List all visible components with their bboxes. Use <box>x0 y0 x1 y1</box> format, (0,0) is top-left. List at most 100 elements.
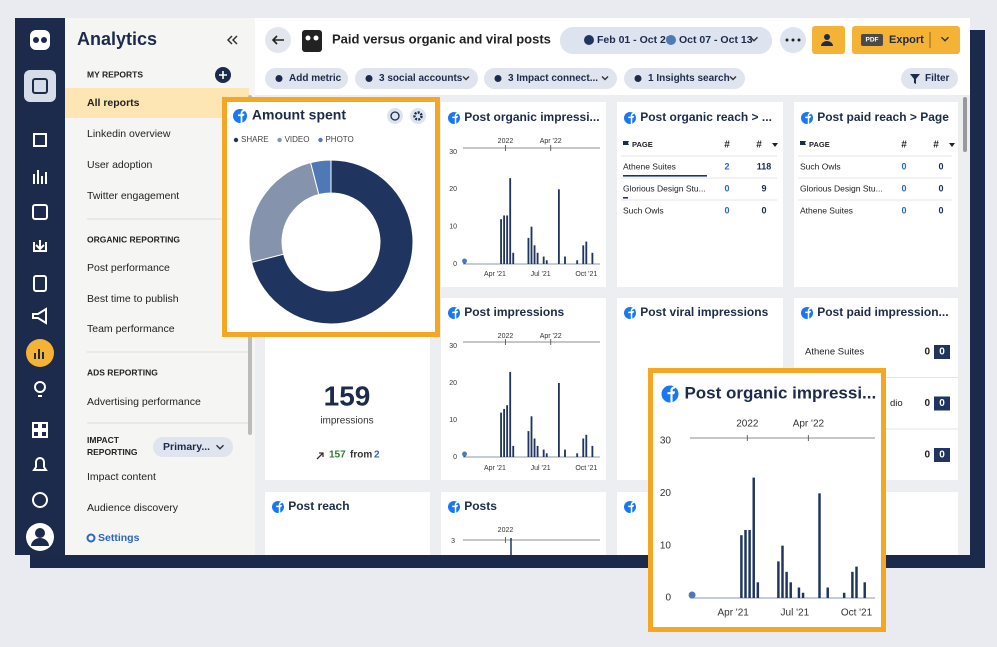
metric-from: from <box>350 450 372 461</box>
top-axis-label: 2022 <box>498 527 514 534</box>
bar <box>500 219 502 264</box>
row-label: Athene Suites <box>805 347 864 358</box>
sidebar-item[interactable]: Audience discovery <box>87 502 179 514</box>
sidebar-item[interactable]: User adoption <box>87 159 153 171</box>
bar <box>797 587 801 598</box>
sort-icon <box>949 143 955 147</box>
date-range-picker[interactable] <box>560 27 772 54</box>
table-cell: Glorious Design Stu... <box>800 183 883 193</box>
card-title: Post viral impressions <box>640 305 768 319</box>
filter-button-label[interactable]: Filter <box>925 73 950 84</box>
amount-spent-overlay: Amount spent SHARE VIDEO PHOTO <box>222 97 440 337</box>
bar <box>789 582 792 598</box>
y-tick-label: 0 <box>453 454 457 461</box>
table-cell: Athene Suites <box>623 161 676 171</box>
filter-pill[interactable] <box>355 68 478 89</box>
x-tick-label: Apr '21 <box>717 608 749 619</box>
bar <box>509 178 512 264</box>
collapse-icon <box>226 35 238 45</box>
dropdown[interactable] <box>153 437 233 457</box>
row-value: 0 <box>939 347 945 358</box>
filter-pill-label[interactable]: 1 Insights search <box>648 73 730 84</box>
facebook-glyph <box>805 112 812 124</box>
settings-icon <box>413 111 423 121</box>
table-header: # <box>933 140 939 151</box>
table-header: # <box>756 140 762 151</box>
filter-pill-label[interactable]: Add metric <box>289 73 342 84</box>
donut-slice <box>309 159 332 196</box>
y-tick-label: 20 <box>660 488 672 499</box>
table-cell: Athene Suites <box>800 205 853 215</box>
chevron <box>750 36 758 42</box>
filter-pill[interactable] <box>484 68 617 89</box>
filter-button[interactable] <box>901 68 958 89</box>
bar <box>801 592 805 598</box>
legend-label: PHOTO <box>325 135 353 144</box>
bar <box>785 571 788 598</box>
card-title: Post reach <box>288 499 349 513</box>
sidebar-item[interactable]: Post performance <box>87 262 170 274</box>
x-tick-label: Oct '21 <box>841 608 873 619</box>
bar <box>500 412 502 457</box>
y-tick-label: 10 <box>449 224 457 231</box>
sidebar-item[interactable]: All reports <box>87 97 140 109</box>
bar <box>527 237 530 264</box>
card <box>441 298 606 480</box>
bar <box>744 529 747 598</box>
chevron <box>216 444 224 450</box>
legend-dot <box>318 137 323 143</box>
dropdown-label[interactable]: Primary... <box>163 441 210 453</box>
x-tick-label: Apr '21 <box>484 465 506 472</box>
table-cell: 0 <box>938 183 943 193</box>
filter-icon <box>910 74 920 84</box>
donut-slice <box>250 159 414 325</box>
export-button[interactable] <box>852 26 960 54</box>
x-tick-label: Oct '21 <box>575 271 597 278</box>
bar <box>585 241 588 264</box>
content-scrollbar <box>963 97 967 152</box>
table-cell: 0 <box>938 161 943 171</box>
date-dot <box>584 35 594 45</box>
y-tick-label: 20 <box>449 380 457 387</box>
table-cell: 2 <box>724 161 729 171</box>
facebook-glyph <box>628 112 635 124</box>
table-cell: Such Owls <box>623 205 664 215</box>
card <box>617 102 783 287</box>
sidebar-item[interactable]: Advertising performance <box>87 396 201 408</box>
top-axis-label: Apr '22 <box>540 333 562 340</box>
chevron <box>941 36 949 42</box>
settings-button[interactable] <box>410 108 426 124</box>
help-button[interactable] <box>387 108 403 124</box>
y-tick-label: 30 <box>449 149 457 156</box>
bar <box>557 383 560 457</box>
settings-link[interactable]: Settings <box>98 532 140 544</box>
y-tick-label: 10 <box>660 540 672 551</box>
table-header: # <box>901 140 907 151</box>
filter-pill[interactable] <box>265 68 348 89</box>
facebook-glyph <box>628 501 635 513</box>
bar <box>740 535 743 598</box>
share-button[interactable] <box>812 26 845 54</box>
sidebar-item[interactable]: Best time to publish <box>87 293 179 305</box>
filter-pill-label[interactable]: 3 social accounts <box>379 73 463 84</box>
table-cell: Such Owls <box>800 161 841 171</box>
bar <box>576 453 579 457</box>
sidebar-item[interactable]: Team performance <box>87 323 175 335</box>
sidebar-item[interactable]: Twitter engagement <box>87 190 179 202</box>
filter-pill[interactable] <box>624 68 745 89</box>
table-cell: 0 <box>901 205 906 215</box>
bar <box>564 449 566 457</box>
legend-label: VIDEO <box>285 135 310 144</box>
bar <box>512 445 515 457</box>
chevron <box>601 76 609 81</box>
table-cell: 0 <box>761 205 766 215</box>
facebook-glyph <box>452 501 459 513</box>
table-cell: 0 <box>724 205 729 215</box>
sidebar-item[interactable]: Linkedin overview <box>87 128 171 140</box>
facebook-glyph <box>805 307 812 319</box>
bar <box>863 582 866 598</box>
filter-pill-label[interactable]: 3 Impact connect... <box>508 73 598 84</box>
bar <box>591 252 594 264</box>
sidebar-item[interactable]: Impact content <box>87 471 156 483</box>
export-label[interactable]: Export <box>889 34 924 46</box>
